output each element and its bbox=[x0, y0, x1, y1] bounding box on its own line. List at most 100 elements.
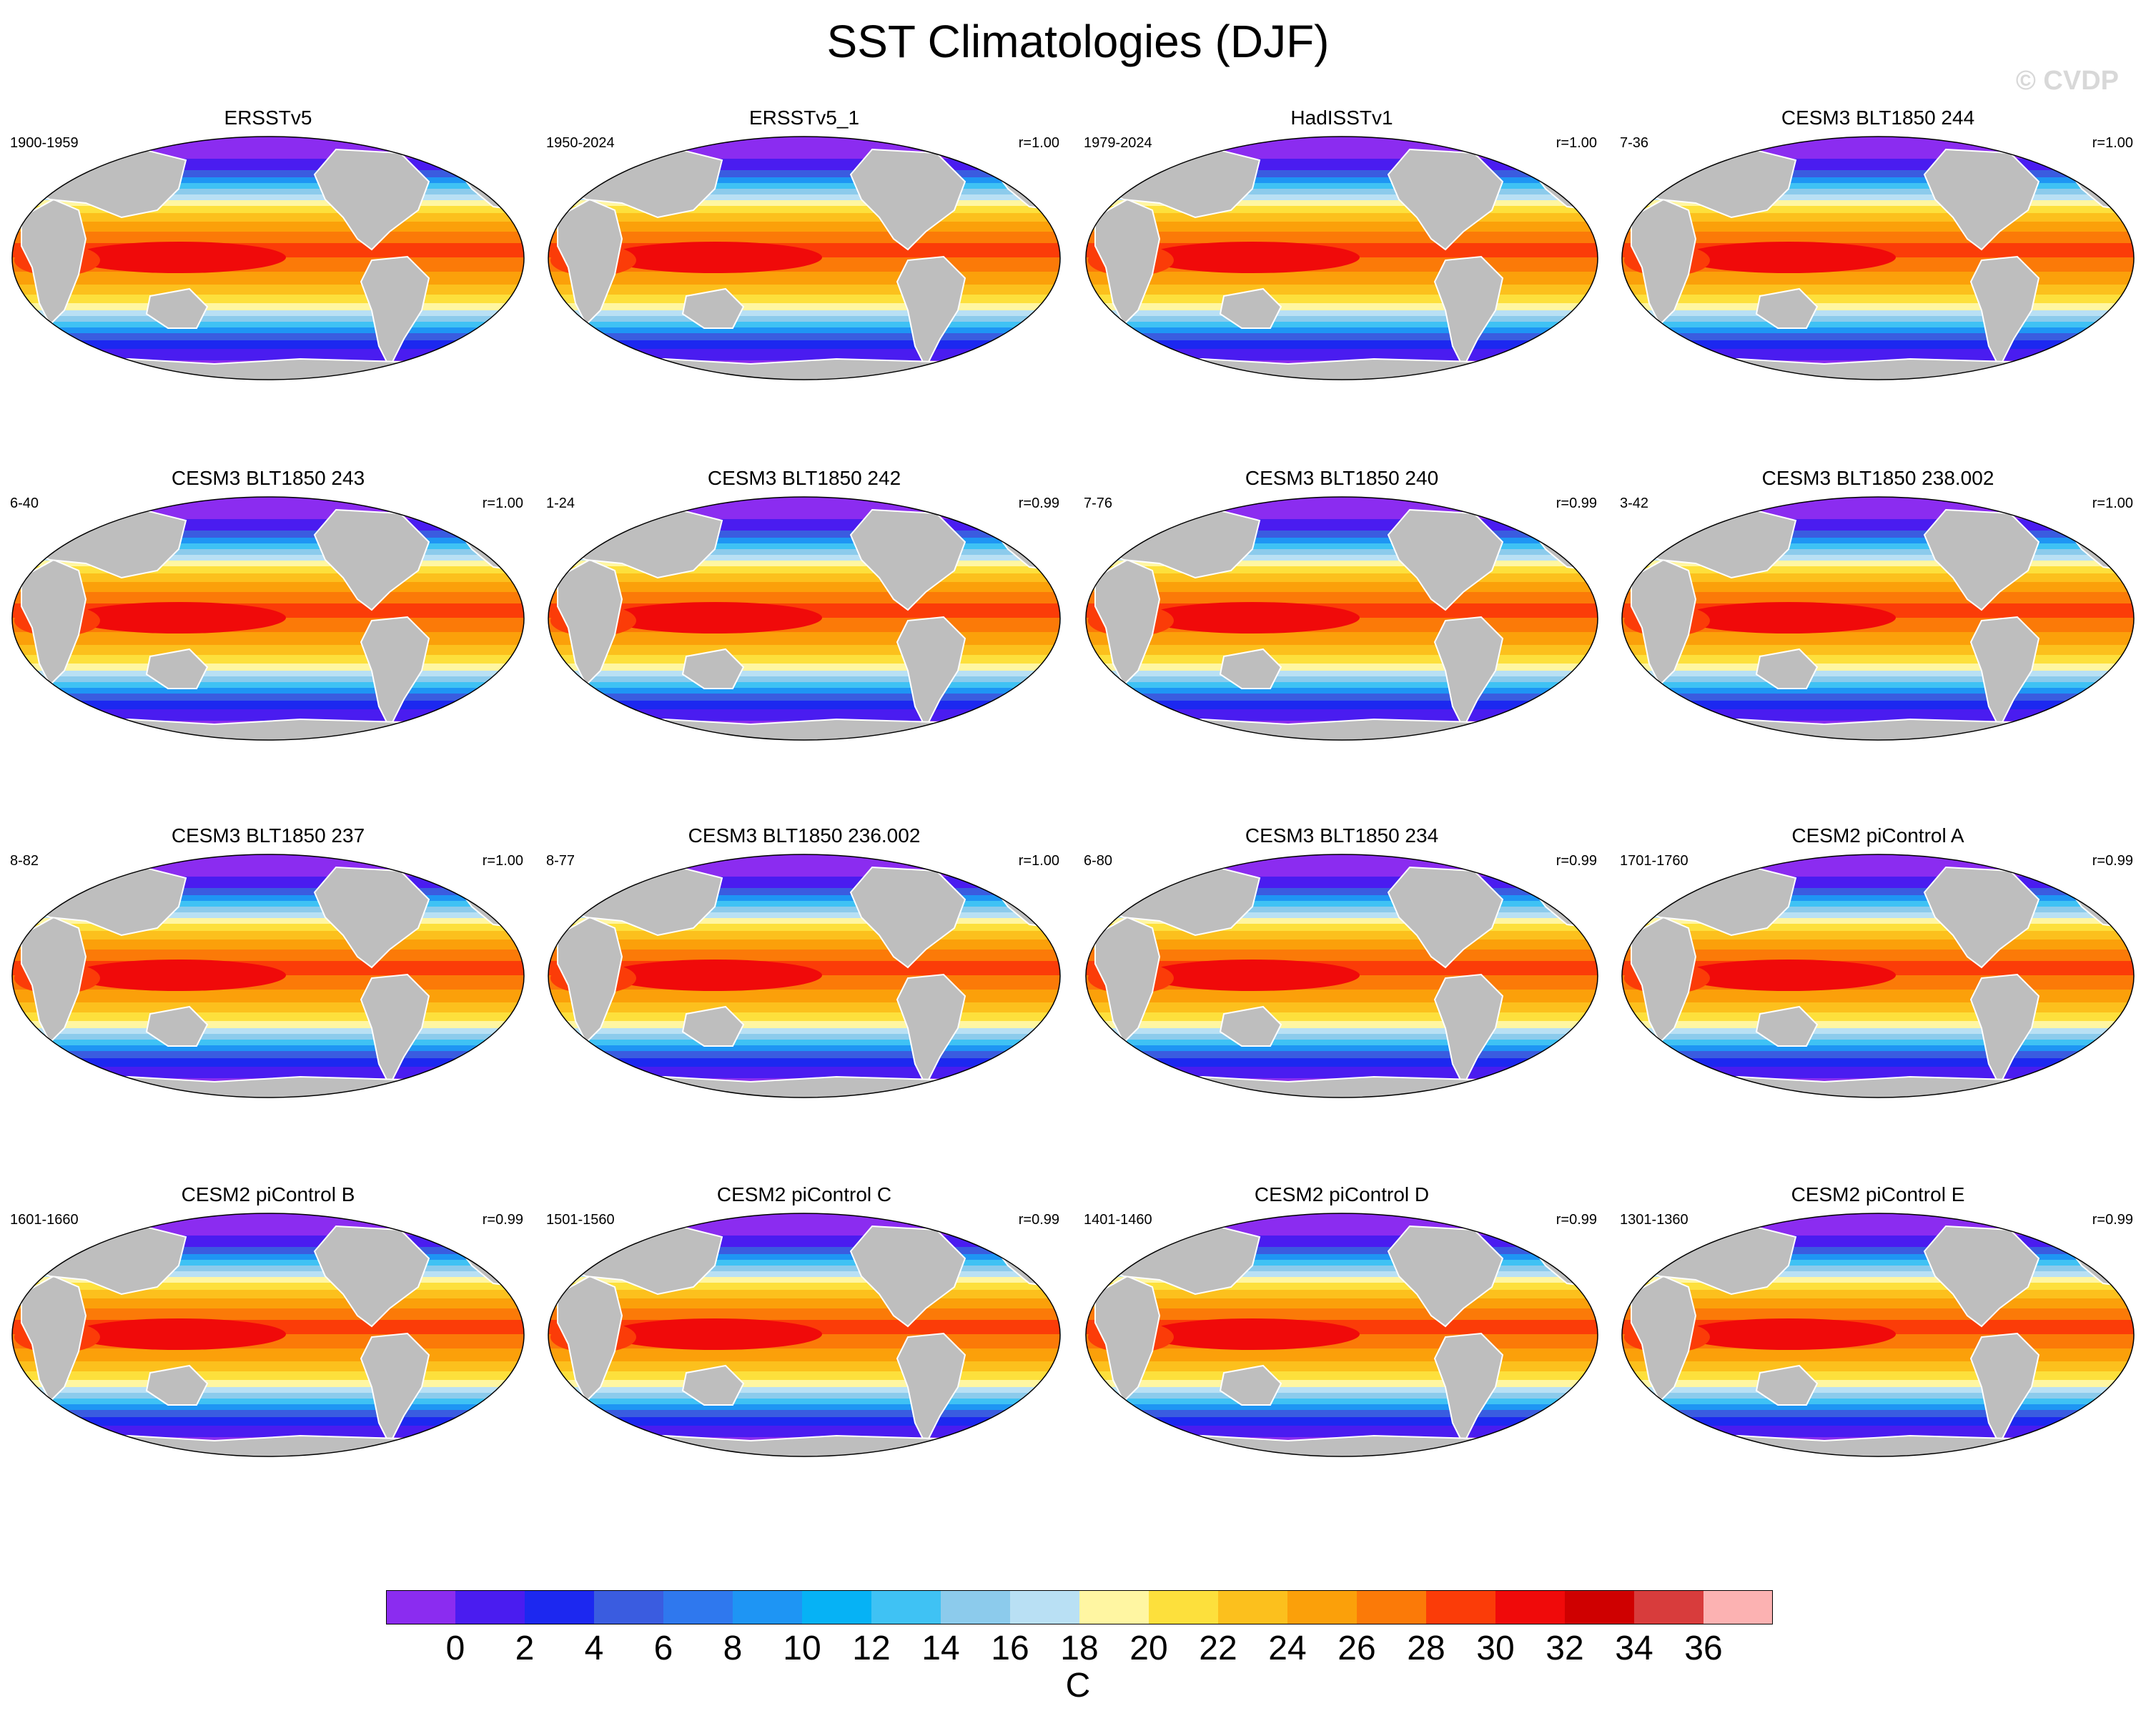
sst-band bbox=[548, 1308, 1060, 1320]
sst-band bbox=[548, 990, 1060, 1002]
warm-pool bbox=[608, 1318, 822, 1350]
sst-band bbox=[548, 664, 1060, 671]
sst-band bbox=[1622, 137, 2134, 159]
sst-band bbox=[548, 566, 1060, 573]
sst-band bbox=[1622, 592, 2134, 603]
sst-band bbox=[1622, 1417, 2134, 1426]
sst-band bbox=[548, 349, 1060, 360]
sst-band bbox=[1086, 1277, 1598, 1283]
sst-band bbox=[1622, 555, 2134, 561]
sst-band bbox=[1086, 664, 1598, 671]
land-mass bbox=[1086, 716, 1598, 740]
land-mass bbox=[21, 198, 87, 326]
map-field bbox=[12, 854, 524, 1098]
sst-band bbox=[1622, 664, 2134, 671]
sst-band bbox=[548, 1012, 1060, 1021]
land-mass bbox=[1086, 355, 1598, 380]
sst-band bbox=[12, 1371, 524, 1380]
sst-band bbox=[548, 189, 1060, 194]
sst-band bbox=[12, 1410, 524, 1417]
sst-band bbox=[1086, 1348, 1598, 1361]
sst-band bbox=[12, 854, 524, 877]
land-mass bbox=[12, 1432, 524, 1456]
sst-band bbox=[1622, 1067, 2134, 1078]
warm-pool bbox=[1145, 960, 1360, 991]
sst-band bbox=[548, 1387, 1060, 1393]
map-panel: CESM2 piControl C 1501-1560 r=0.99 bbox=[536, 1183, 1072, 1544]
colorbar-box bbox=[1426, 1590, 1496, 1624]
sst-band bbox=[1086, 232, 1598, 243]
sst-band bbox=[548, 709, 1060, 721]
panel-title: ERSSTv5_1 bbox=[748, 107, 860, 129]
sst-band bbox=[1086, 1426, 1598, 1437]
colorbar-tick-label: 8 bbox=[723, 1629, 743, 1667]
sst-band bbox=[12, 694, 524, 701]
sst-band bbox=[12, 1247, 524, 1254]
sst-band bbox=[12, 1021, 524, 1028]
sst-band bbox=[1622, 1051, 2134, 1058]
sst-band bbox=[1086, 1266, 1598, 1271]
map-svg bbox=[548, 136, 1061, 380]
land-mass bbox=[2023, 854, 2105, 883]
land-mass bbox=[548, 716, 1060, 740]
land-mass bbox=[949, 497, 1031, 526]
map-field bbox=[1622, 497, 2134, 740]
sst-band bbox=[548, 950, 1060, 961]
sst-band bbox=[1622, 183, 2134, 189]
sst-band bbox=[548, 327, 1060, 333]
sst-band bbox=[1086, 1236, 1598, 1247]
sst-band bbox=[548, 519, 1060, 531]
sst-band bbox=[1086, 1361, 1598, 1371]
sst-band bbox=[12, 1361, 524, 1371]
sst-band bbox=[1622, 1247, 2134, 1254]
warm-pool bbox=[1681, 602, 1896, 633]
colorbar-tick-labels: 0 2 4 6 8 10 12 14 16 18 20 22 24 26 28 30 32 34 36 bbox=[386, 1629, 1773, 1672]
sst-band bbox=[548, 285, 1060, 295]
colorbar-box bbox=[455, 1590, 525, 1624]
sst-band bbox=[548, 918, 1060, 924]
sst-band bbox=[1086, 137, 1598, 159]
map-border bbox=[1621, 1213, 2135, 1457]
land-mass bbox=[1219, 1364, 1282, 1406]
sst-band bbox=[548, 549, 1060, 555]
panel-period: 1900-1959 bbox=[10, 135, 79, 151]
sst-band bbox=[548, 671, 1060, 676]
sst-band bbox=[1622, 895, 2134, 901]
sst-band bbox=[12, 310, 524, 316]
sst-band bbox=[548, 561, 1060, 566]
sst-band bbox=[548, 183, 1060, 189]
sst-band bbox=[1086, 1058, 1598, 1067]
land-mass bbox=[1094, 1275, 1161, 1403]
map-svg bbox=[1085, 136, 1598, 380]
colorbar-tick-label: 4 bbox=[584, 1629, 604, 1667]
sst-band bbox=[1086, 1387, 1598, 1393]
warm-pool bbox=[1145, 242, 1360, 273]
sst-band bbox=[12, 200, 524, 206]
sst-band bbox=[1622, 694, 2134, 701]
colorbar-box bbox=[1703, 1590, 1773, 1624]
land-mass bbox=[557, 916, 623, 1044]
sst-band bbox=[1622, 912, 2134, 918]
sst-band bbox=[12, 1271, 524, 1277]
land-mass bbox=[313, 866, 430, 969]
sst-band bbox=[548, 1021, 1060, 1028]
land-mass bbox=[1219, 287, 1282, 329]
sst-band bbox=[12, 1308, 524, 1320]
map-field bbox=[1622, 137, 2134, 380]
land-mass bbox=[145, 1364, 209, 1406]
sst-band bbox=[1622, 1236, 2134, 1247]
sst-band bbox=[548, 170, 1060, 177]
sst-band bbox=[1622, 189, 2134, 194]
land-mass bbox=[896, 616, 966, 730]
map-svg bbox=[548, 1213, 1061, 1457]
land-mass bbox=[1487, 1213, 1568, 1242]
sst-band bbox=[1086, 901, 1598, 907]
sst-band bbox=[12, 1277, 524, 1283]
sst-band bbox=[1086, 170, 1598, 177]
sst-band bbox=[12, 497, 524, 519]
colorbar-box bbox=[1634, 1590, 1704, 1624]
sst-band bbox=[1086, 1247, 1598, 1254]
land-mass bbox=[360, 1332, 430, 1446]
sst-band bbox=[1622, 655, 2134, 664]
panel-title: CESM3 BLT1850 236.002 bbox=[688, 824, 921, 847]
